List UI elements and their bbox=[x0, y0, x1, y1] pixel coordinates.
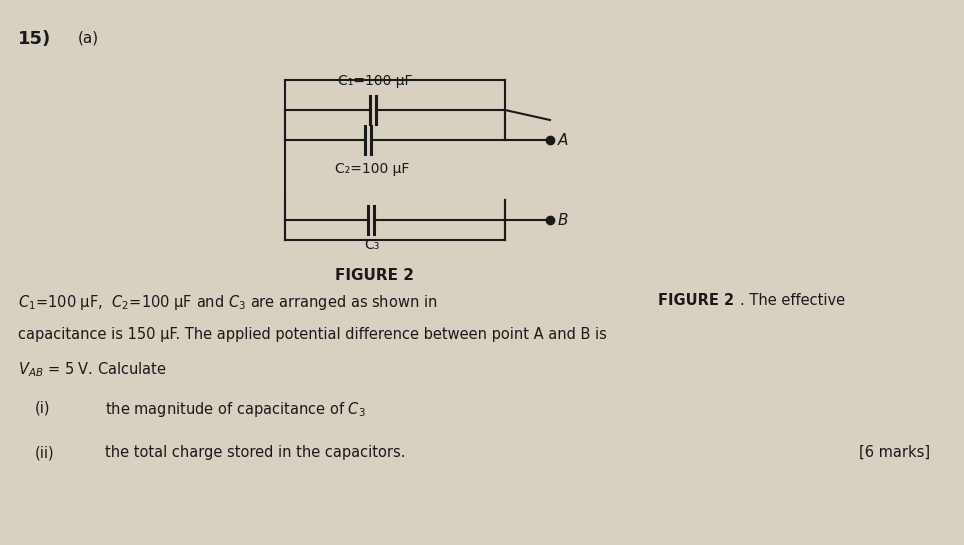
Text: $V_{AB}$ = 5 V. Calculate: $V_{AB}$ = 5 V. Calculate bbox=[18, 360, 167, 379]
Text: $C_1$=100 μF,  $C_2$=100 μF and $C_3$ are arranged as shown in: $C_1$=100 μF, $C_2$=100 μF and $C_3$ are… bbox=[18, 293, 439, 312]
Text: (ii): (ii) bbox=[35, 445, 55, 460]
Text: (a): (a) bbox=[78, 30, 99, 45]
Text: C₃: C₃ bbox=[364, 238, 380, 252]
Text: C₂=100 μF: C₂=100 μF bbox=[335, 162, 409, 176]
Text: capacitance is 150 μF. The applied potential difference between point A and B is: capacitance is 150 μF. The applied poten… bbox=[18, 327, 607, 342]
Text: 15): 15) bbox=[18, 30, 51, 48]
Text: (i): (i) bbox=[35, 400, 50, 415]
Text: A: A bbox=[558, 132, 569, 148]
Text: [6 marks]: [6 marks] bbox=[859, 445, 930, 460]
Text: . The effective: . The effective bbox=[740, 293, 845, 308]
Text: C₁=100 μF: C₁=100 μF bbox=[337, 74, 413, 88]
Text: the total charge stored in the capacitors.: the total charge stored in the capacitor… bbox=[105, 445, 406, 460]
Text: B: B bbox=[558, 213, 569, 227]
Text: the magnitude of capacitance of $C_3$: the magnitude of capacitance of $C_3$ bbox=[105, 400, 365, 419]
Text: FIGURE 2: FIGURE 2 bbox=[658, 293, 735, 308]
Text: FIGURE 2: FIGURE 2 bbox=[335, 268, 415, 283]
